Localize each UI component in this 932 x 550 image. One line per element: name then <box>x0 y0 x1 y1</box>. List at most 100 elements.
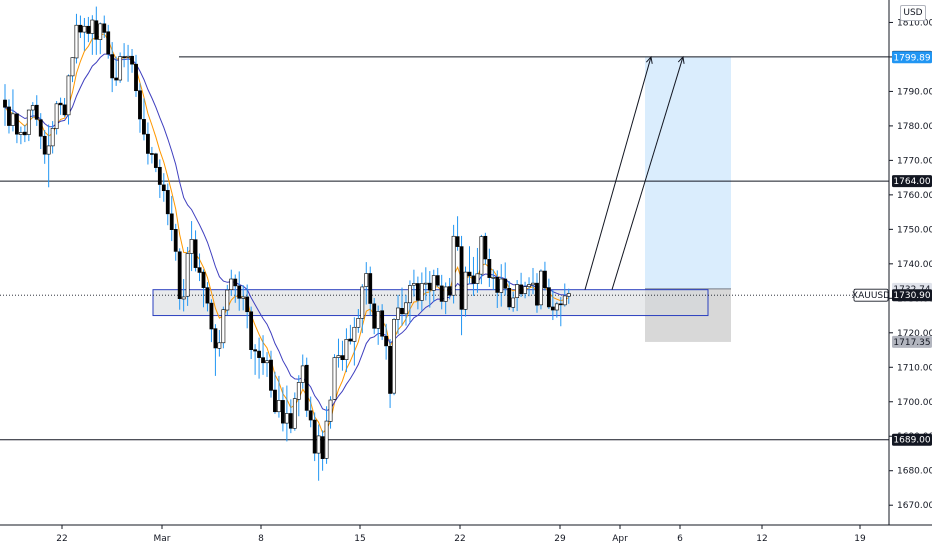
candle-body-117 <box>467 271 472 277</box>
candle-body-90 <box>360 286 365 319</box>
candle-body-98 <box>392 319 396 394</box>
level-badge-1689.00-label: 1689.00 <box>893 436 930 446</box>
target-zone <box>645 57 731 289</box>
candle-body-123 <box>491 276 496 279</box>
x-tick-label-7: 6 <box>677 534 683 544</box>
x-tick-label-9: 19 <box>854 534 866 544</box>
candle-body-140 <box>558 303 563 306</box>
y-tick-label-1: 1680.00 <box>897 467 932 477</box>
candle-body-91 <box>364 273 369 287</box>
candle-body-69 <box>277 400 281 413</box>
candle-body-84 <box>336 355 341 358</box>
y-tick-label-7: 1740.00 <box>897 260 932 270</box>
candle-body-67 <box>269 359 273 391</box>
candle-body-100 <box>400 308 404 315</box>
horizontal-levels[interactable] <box>0 56 889 441</box>
projection-arrows[interactable] <box>584 55 685 290</box>
x-tick-label-4: 22 <box>454 534 465 544</box>
candle-body-27 <box>110 54 115 79</box>
y-tick-label-0: 1670.00 <box>897 501 932 511</box>
candle-body-81 <box>324 420 329 459</box>
price-badge-1799.89-label: 1799.89 <box>893 53 930 63</box>
candle-body-61 <box>245 296 250 313</box>
support-zone[interactable] <box>152 289 709 317</box>
candle-body-34 <box>138 90 142 120</box>
candle-body-113 <box>451 235 456 296</box>
candle-body-112 <box>447 286 452 296</box>
candle-body-136 <box>543 270 547 289</box>
candle-body-59 <box>237 285 242 299</box>
candle-body-39 <box>157 166 162 185</box>
candle-body-119 <box>475 273 480 284</box>
price-badges: 1800.001764.001689.001799.891732.741730.… <box>852 50 932 446</box>
x-tick-label-6: Apr <box>612 534 628 544</box>
candle-body-48 <box>193 239 198 268</box>
candle-body-13 <box>54 103 59 129</box>
zone-rect <box>152 289 709 317</box>
candle-body-79 <box>316 435 321 454</box>
price-badge-1730.90-bg <box>892 289 932 302</box>
candle-body-128 <box>511 297 516 308</box>
currency-button[interactable]: USD <box>900 5 926 21</box>
candle-body-14 <box>58 102 63 106</box>
symbol-badge-label: XAUUSD <box>852 291 890 301</box>
candle-body-77 <box>308 410 313 421</box>
candle-body-16 <box>66 75 71 116</box>
candle-body-141 <box>562 295 567 306</box>
candle-body-104 <box>415 283 420 301</box>
x-tick-label-0: 22 <box>56 534 67 544</box>
y-tick-label-10: 1770.00 <box>897 156 932 166</box>
candle-body-71 <box>284 413 289 424</box>
candle-body-35 <box>142 119 146 135</box>
candle-body-88 <box>352 326 357 342</box>
candle-body-86 <box>344 339 349 360</box>
candle-body-60 <box>241 296 246 299</box>
y-tick-label-3: 1700.00 <box>897 398 932 408</box>
candle-body-10 <box>42 135 47 155</box>
candle-body-33 <box>134 63 138 92</box>
candle-body-107 <box>427 282 432 291</box>
candle-body-1 <box>7 106 11 126</box>
candle-body-133 <box>531 282 535 286</box>
symbol-badge-bg <box>853 288 889 302</box>
arrow-head-0 <box>645 55 653 64</box>
candle-body-108 <box>431 275 436 291</box>
candle-body-72 <box>288 413 293 429</box>
candle-body-38 <box>153 153 158 168</box>
candle-body-105 <box>419 283 424 301</box>
candle-body-0 <box>3 99 7 108</box>
candle-body-20 <box>82 25 87 33</box>
candle-body-57 <box>229 278 234 290</box>
level-badge-1764.00-label: 1764.00 <box>893 177 930 187</box>
y-tick-label-9: 1760.00 <box>897 191 932 201</box>
price-badge-1730.90-label: 1730.90 <box>893 291 930 301</box>
candle-body-75 <box>300 365 305 383</box>
candle-body-99 <box>396 307 400 320</box>
candle-body-101 <box>404 302 408 315</box>
candle-body-97 <box>388 345 392 394</box>
candle-body-95 <box>380 310 385 337</box>
candle-body-9 <box>38 119 43 137</box>
candle-body-68 <box>273 389 277 413</box>
arrow-line-0 <box>584 56 652 290</box>
candle-body-87 <box>348 338 353 342</box>
candle-body-109 <box>435 275 440 286</box>
candle-body-138 <box>550 306 555 311</box>
candle-body-31 <box>126 55 130 58</box>
candle-body-76 <box>304 364 309 411</box>
candle-body-131 <box>523 286 527 294</box>
candle-body-115 <box>459 246 464 310</box>
candle-body-111 <box>443 286 448 302</box>
candle-body-19 <box>78 24 83 33</box>
candle-body-21 <box>86 25 91 34</box>
candle-body-125 <box>499 278 504 293</box>
x-tick-label-8: 12 <box>756 534 767 544</box>
candle-body-94 <box>376 311 381 329</box>
candle-body-82 <box>328 399 333 422</box>
candle-body-127 <box>507 288 512 308</box>
candle-body-15 <box>62 104 67 116</box>
candle-body-106 <box>423 282 428 285</box>
candle-body-85 <box>340 355 345 360</box>
